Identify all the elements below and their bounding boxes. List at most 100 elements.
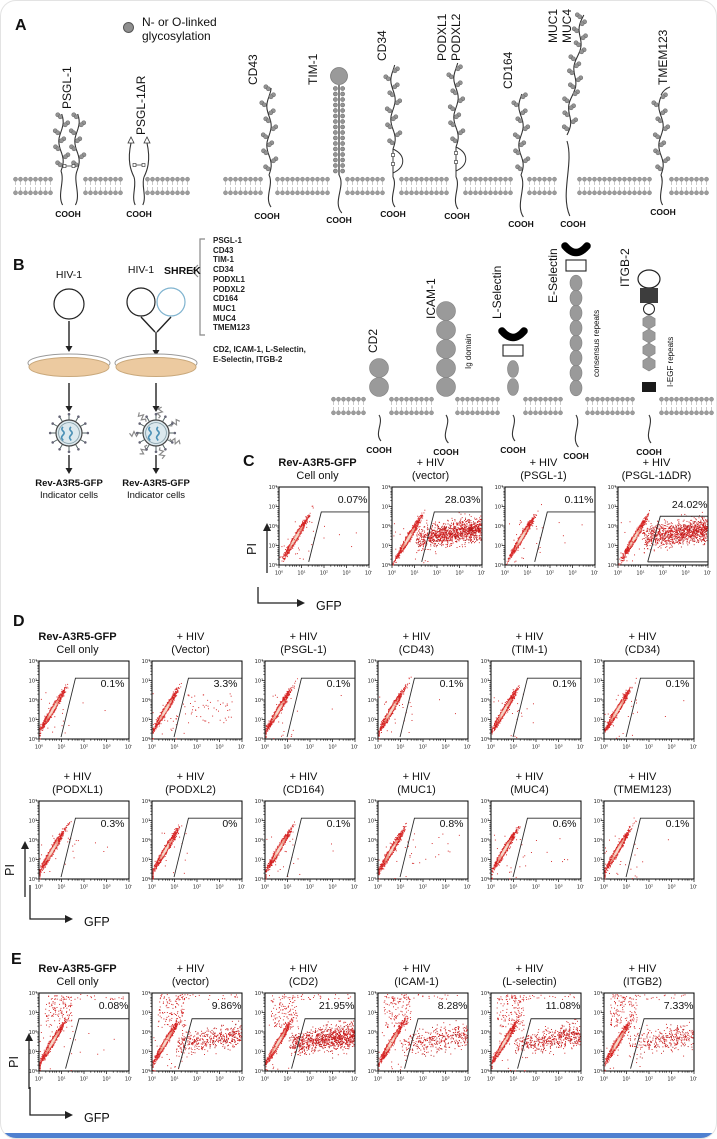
indicator-sub: Indicator cells — [126, 489, 186, 501]
cytoplasmic-tail — [574, 414, 579, 448]
flow-plot-area: 7.33% — [588, 990, 697, 1088]
protein-label: PSGL-1ΔR — [134, 75, 148, 135]
plot-title-line2: (PODXL1) — [52, 783, 103, 796]
disulfide-bond — [454, 151, 458, 164]
hiv1-label-right: HIV-1 — [127, 264, 155, 276]
down-arrow-icon — [65, 321, 73, 352]
cooh-label: COOH — [366, 445, 392, 455]
protein-label: L-Selectin — [490, 266, 504, 319]
flow-plot: + HIV (Vector) 3.3% — [134, 631, 247, 756]
down-arrow-icon — [152, 383, 160, 412]
gfp-axis-label: GFP — [84, 1111, 110, 1125]
down-arrow-icon — [65, 455, 73, 474]
cooh-label: COOH — [55, 209, 81, 219]
gate-percent: 8.28% — [437, 1000, 468, 1012]
flow-plot: + HIV (PSGL-1ΔDR) 24.02% — [600, 457, 713, 582]
indicator-sub: Indicator cells — [39, 489, 99, 501]
protein-label: MUC1 — [546, 9, 560, 43]
plot-title-line1: + HIV — [289, 963, 318, 975]
lectin-domain — [561, 242, 591, 257]
flow-plot: + HIV (TMEM123) 0.1% — [586, 771, 699, 896]
flow-plot-canvas — [588, 798, 697, 896]
membrane — [389, 396, 434, 416]
flow-plot: + HIV (PODXL2) 0% — [134, 771, 247, 896]
shrek-list-item: CD34 — [213, 265, 234, 275]
cytoplasmic-tail — [391, 176, 396, 208]
plot-title-line2: (PSGL-1) — [280, 643, 327, 656]
indicator-title: Rev-A3R5-GFP — [122, 478, 190, 489]
cytoplasmic-tail — [142, 176, 145, 206]
membrane — [527, 176, 557, 196]
plot-title-line1: + HIV — [628, 631, 657, 643]
down-arrow-icon — [152, 332, 160, 356]
shrek-list-item: MUC1 — [213, 303, 236, 313]
gate-percent: 0.3% — [100, 818, 125, 830]
lectin-domain — [498, 327, 528, 342]
flow-plot: Rev-A3R5-GFP Cell only 0.08% — [21, 963, 134, 1088]
plot-title-line1: + HIV — [628, 963, 657, 975]
panel-a-label: A — [15, 17, 27, 34]
cytoplasmic-tail — [454, 176, 459, 210]
pi-arrow-icon — [25, 1033, 33, 1089]
plot-title-line1: + HIV — [176, 771, 205, 783]
plot-title-line1: + HIV — [176, 631, 205, 643]
flow-plot-area: 0.8% — [362, 798, 471, 896]
plot-title-line2: (CD34) — [624, 643, 661, 656]
cytoplasmic-tail — [74, 170, 78, 206]
plot-title-line1: + HIV — [416, 457, 445, 469]
gate-percent: 0.1% — [326, 818, 351, 830]
plot-title-line2: (CD164) — [282, 783, 325, 796]
gate-percent: 21.95% — [318, 1000, 355, 1012]
cytoplasmic-tail — [337, 174, 343, 214]
flow-plot: + HIV (PSGL-1) 0.1% — [247, 631, 360, 756]
flow-plot-canvas — [362, 798, 471, 896]
gate-percent: 0.1% — [100, 678, 125, 690]
gate-percent: 0.1% — [665, 818, 690, 830]
protein-label: MUC4 — [560, 9, 574, 43]
psgl1-stalk — [68, 112, 87, 172]
flow-plot: + HIV (CD164) 0.1% — [247, 771, 360, 896]
protein-label: CD43 — [246, 54, 260, 85]
flow-plot-canvas — [376, 484, 485, 582]
gate-percent: 3.3% — [213, 678, 238, 690]
cooh-label: COOH — [326, 215, 352, 225]
domain-annotation: Ig domain — [464, 334, 473, 369]
plot-title-line2: (CD2) — [288, 975, 319, 988]
plot-title-line1: + HIV — [515, 963, 544, 975]
indicator-title: Rev-A3R5-GFP — [35, 478, 103, 489]
gfp-arrow-icon — [29, 1087, 73, 1119]
panel-b-label: B — [13, 257, 25, 274]
flow-plot-area: 0.1% — [475, 658, 584, 756]
flow-plot: + HIV (CD43) 0.1% — [360, 631, 473, 756]
gate-percent: 24.02% — [671, 499, 708, 511]
pi-axis-label: PI — [3, 864, 17, 876]
gate-percent: 7.33% — [663, 1000, 694, 1012]
shrek-list-bracket — [199, 238, 205, 336]
flow-plot-canvas — [23, 658, 132, 756]
stem-loop — [455, 146, 467, 172]
flow-plot: + HIV (CD2) 21.95% — [247, 963, 360, 1088]
cytoplasmic-tail — [60, 170, 64, 206]
cooh-label: COOH — [650, 207, 676, 217]
flow-plot-area: 0.3% — [23, 798, 132, 896]
protein-label: CD34 — [375, 30, 389, 61]
panel-d-gfp-axis: GFP — [25, 885, 110, 929]
membrane — [463, 176, 513, 196]
flow-plot-canvas — [489, 484, 598, 582]
domain-annotation: consensus repeats — [592, 310, 601, 377]
virus-icon — [48, 412, 90, 454]
flow-plot: + HIV (TIM-1) 0.1% — [473, 631, 586, 756]
flow-plot-canvas — [475, 658, 584, 756]
flow-plot-area: 0.1% — [249, 658, 358, 756]
disulfide-bond — [391, 153, 395, 166]
flow-plot-canvas — [249, 798, 358, 896]
cytoplasmic-tail — [519, 174, 524, 218]
flow-plot-canvas — [362, 990, 471, 1088]
tmem123-stalk — [651, 92, 671, 176]
podxl-stalk — [446, 62, 466, 148]
plot-title-line1: + HIV — [63, 771, 92, 783]
gfp-axis-label: GFP — [316, 599, 342, 613]
shrek-list-item: TIM-1 — [213, 255, 234, 265]
cd34-stalk — [383, 64, 403, 150]
